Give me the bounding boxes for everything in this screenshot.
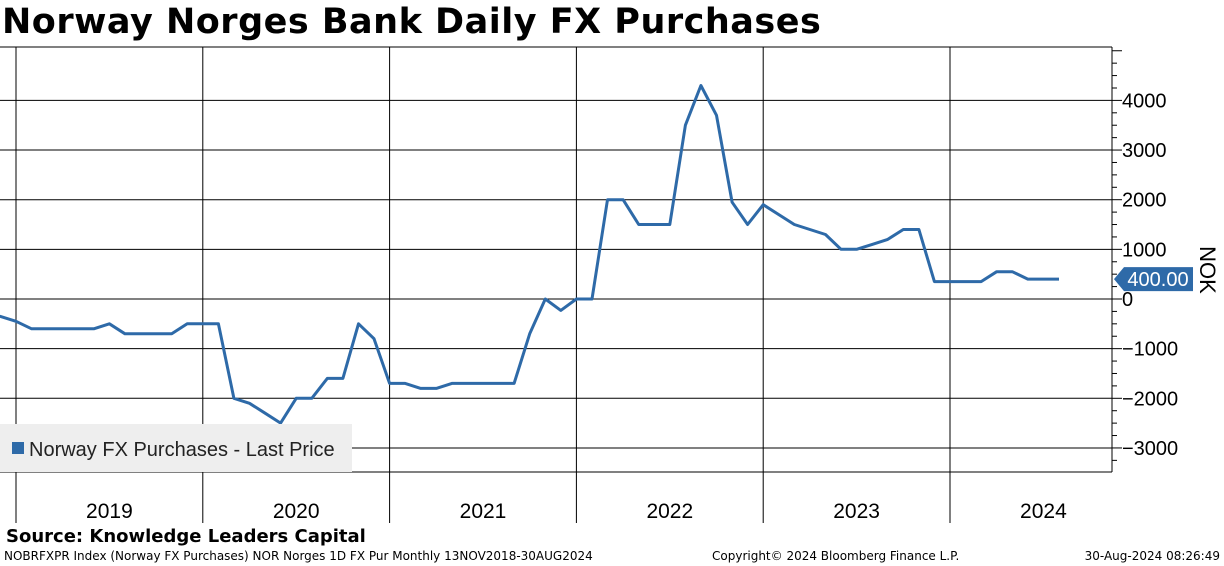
footer-timestamp: 30-Aug-2024 08:26:49 xyxy=(1084,549,1220,563)
y-tick-label: 2000 xyxy=(1122,190,1167,212)
y-tick-label: −3000 xyxy=(1122,438,1178,460)
y-tick-label: −2000 xyxy=(1122,388,1178,410)
x-tick-label: 2023 xyxy=(833,500,880,523)
y-tick-label: 1000 xyxy=(1122,239,1167,261)
legend-background xyxy=(0,424,352,472)
last-value-badge-shape xyxy=(1114,267,1193,292)
legend-swatch xyxy=(12,442,24,454)
y-tick-label: 0 xyxy=(1122,289,1133,311)
x-tick-label: 2020 xyxy=(273,500,320,523)
y-tick-label: 3000 xyxy=(1122,140,1167,162)
x-tick-label: 2021 xyxy=(460,500,507,523)
legend-label: Norway FX Purchases - Last Price xyxy=(29,439,335,461)
footer-index-info: NOBRFXPR Index (Norway FX Purchases) NOR… xyxy=(4,549,593,563)
y-tick-label: 4000 xyxy=(1122,90,1167,112)
last-value-label: 400.00 xyxy=(1127,269,1188,291)
y-tick-label: −1000 xyxy=(1122,339,1178,361)
x-tick-label: 2024 xyxy=(1020,500,1067,523)
x-tick-label: 2022 xyxy=(646,500,693,523)
chart-title: Norway Norges Bank Daily FX Purchases xyxy=(2,2,822,42)
series-line-norway-fx-purchases xyxy=(0,84,1059,425)
chart-axis: −3000 −2000 −1000 0 1000 2000 3000 4000 NOK 2019 2… xyxy=(86,47,1220,523)
footer-copyright: Copyright© 2024 Bloomberg Finance L.P. xyxy=(712,549,960,563)
chart-plot-area xyxy=(0,84,1059,425)
source-note: Source: Knowledge Leaders Capital xyxy=(6,526,366,547)
y-axis-label: NOK xyxy=(1195,246,1220,294)
x-tick-label: 2019 xyxy=(86,500,133,523)
legend: Norway FX Purchases - Last Price xyxy=(0,424,352,472)
last-value-badge: 400.00 xyxy=(1114,267,1193,292)
